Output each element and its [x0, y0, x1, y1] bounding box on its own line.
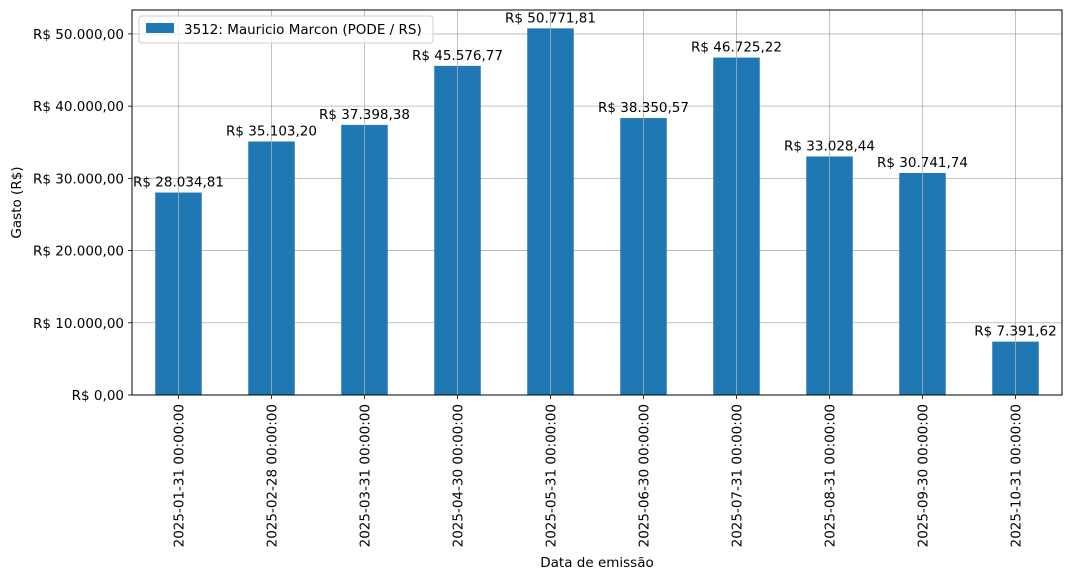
data-label: R$ 38.350,57	[598, 100, 689, 116]
x-tick-label: 2025-04-30 00:00:00	[451, 404, 467, 547]
x-tick-label: 2025-10-31 00:00:00	[1009, 404, 1025, 547]
plot-frame	[131, 9, 1063, 396]
legend-box	[138, 15, 434, 44]
x-tick-label: 2025-02-28 00:00:00	[265, 404, 281, 547]
x-tick-label: 2025-08-31 00:00:00	[823, 404, 839, 547]
y-tick-label: R$ 30.000,00	[33, 171, 124, 187]
x-tick-label: 2025-06-30 00:00:00	[637, 404, 653, 547]
bars	[155, 28, 1039, 396]
y-axis-title: Gasto (R$)	[9, 166, 25, 238]
y-tick-label: R$ 10.000,00	[33, 316, 124, 332]
vertical-grid-lines	[178, 10, 1016, 395]
data-label: R$ 30.741,74	[877, 155, 968, 171]
data-label: R$ 45.576,77	[412, 48, 503, 64]
data-labels: R$ 28.034,81 R$ 35.103,20R$ 37.398,38 R$ 4…	[133, 10, 1057, 339]
y-tick-label: R$ 50.000,00	[33, 27, 124, 43]
y-tick-label: R$ 20.000,00	[33, 244, 124, 260]
legend: 3512: Mauricio Marcon (PODE / RS)	[138, 15, 434, 44]
x-tick-label: 2025-07-31 00:00:00	[730, 404, 746, 547]
y-axis-ticks: R$ 0,00 R$ 10.000,00 R$ 20.000,00 R$ 30.000…	[33, 27, 132, 404]
y-tick-label: R$ 40.000,00	[33, 99, 124, 115]
data-label: R$ 37.398,38	[319, 107, 410, 123]
x-tick-label: 2025-05-31 00:00:00	[544, 404, 560, 547]
x-tick-label: 2025-03-31 00:00:00	[358, 404, 374, 547]
x-tick-label: 2025-09-30 00:00:00	[916, 404, 932, 547]
y-tick-label: R$ 0,00	[72, 388, 124, 404]
data-label: R$ 35.103,20	[226, 123, 317, 139]
legend-swatch	[146, 23, 174, 33]
data-label: R$ 33.028,44	[784, 138, 875, 154]
legend-label: 3512: Mauricio Marcon (PODE / RS)	[184, 22, 422, 38]
data-label: R$ 7.391,62	[974, 324, 1056, 340]
data-label: R$ 46.725,22	[691, 40, 782, 56]
x-axis-title: Data de emissão	[540, 555, 654, 571]
x-tick-label: 2025-01-31 00:00:00	[172, 404, 188, 547]
data-label: R$ 28.034,81	[133, 175, 224, 191]
data-label: R$ 50.771,81	[505, 10, 596, 26]
x-axis-ticks: 2025-01-31 00:00:00 2025-02-28 00:00:00 20…	[172, 395, 1025, 547]
